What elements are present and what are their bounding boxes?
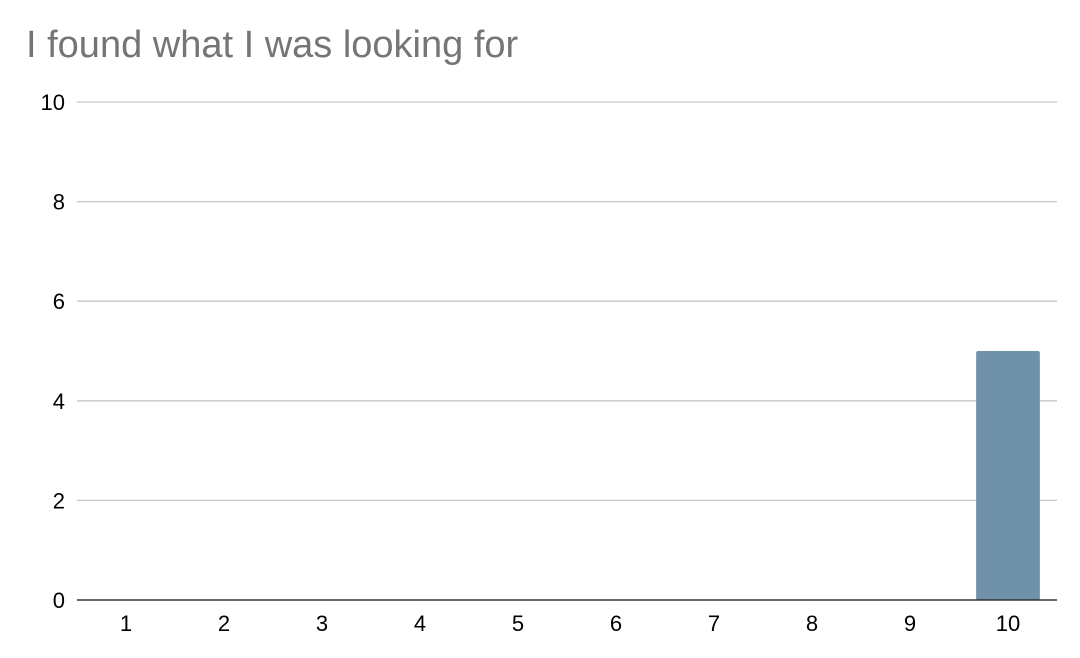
y-tick-label: 6	[53, 289, 65, 314]
y-tick-label: 4	[53, 389, 65, 414]
x-tick-label: 9	[904, 611, 916, 636]
bars	[976, 351, 1040, 600]
y-tick-label: 0	[53, 588, 65, 613]
x-tick-label: 4	[414, 611, 426, 636]
x-tick-label: 3	[316, 611, 328, 636]
x-tick-label: 7	[708, 611, 720, 636]
x-tick-label: 2	[218, 611, 230, 636]
bar-10	[976, 351, 1040, 600]
y-tick-label: 10	[41, 90, 65, 115]
x-tick-label: 8	[806, 611, 818, 636]
x-axis-ticks: 1 2 3 4 5 6 7 8 9 10	[120, 611, 1020, 636]
y-tick-label: 8	[53, 190, 65, 215]
x-tick-label: 10	[996, 611, 1020, 636]
chart-title: I found what I was looking for	[26, 24, 519, 66]
y-axis-ticks: 0 2 4 6 8 10	[41, 90, 65, 613]
x-tick-label: 1	[120, 611, 132, 636]
y-tick-label: 2	[53, 488, 65, 513]
x-tick-label: 5	[512, 611, 524, 636]
gridlines	[77, 101, 1057, 502]
x-tick-label: 6	[610, 611, 622, 636]
